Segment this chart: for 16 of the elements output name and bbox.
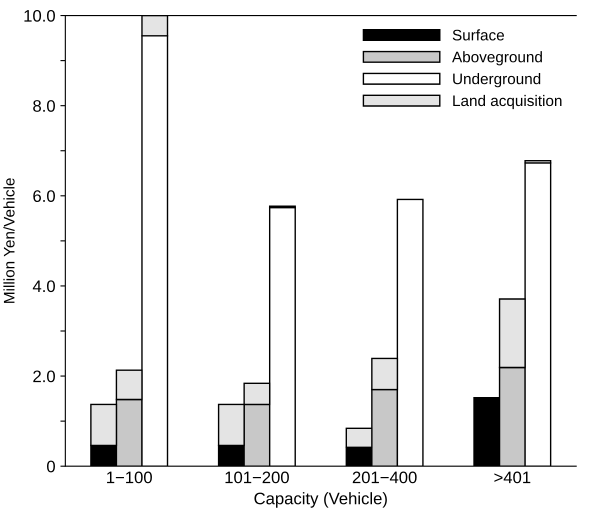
y-axis-title: Million Yen/Vehicle <box>3 178 15 303</box>
x-tick-label: 1−100 <box>107 472 152 484</box>
y-tick-label: 8.0 <box>33 100 55 112</box>
y-tick-label: 4.0 <box>32 280 55 292</box>
legend-label: Aboveground <box>452 51 542 66</box>
legend-label: Surface <box>452 29 504 41</box>
x-tick-label: 101−200 <box>226 472 289 484</box>
x-axis-title: Capacity (Vehicle) <box>254 492 387 508</box>
legend-label: Underground <box>453 73 540 88</box>
x-tick-label: 201−400 <box>352 472 417 484</box>
legend-label: Land acquisition <box>453 94 562 110</box>
y-tick-label: 10.0 <box>24 10 55 22</box>
y-tick-label: 2.0 <box>33 370 55 382</box>
x-tick-label: >401 <box>494 472 530 484</box>
y-tick-label: 6.0 <box>33 190 55 202</box>
y-tick-label: 0 <box>47 460 55 472</box>
